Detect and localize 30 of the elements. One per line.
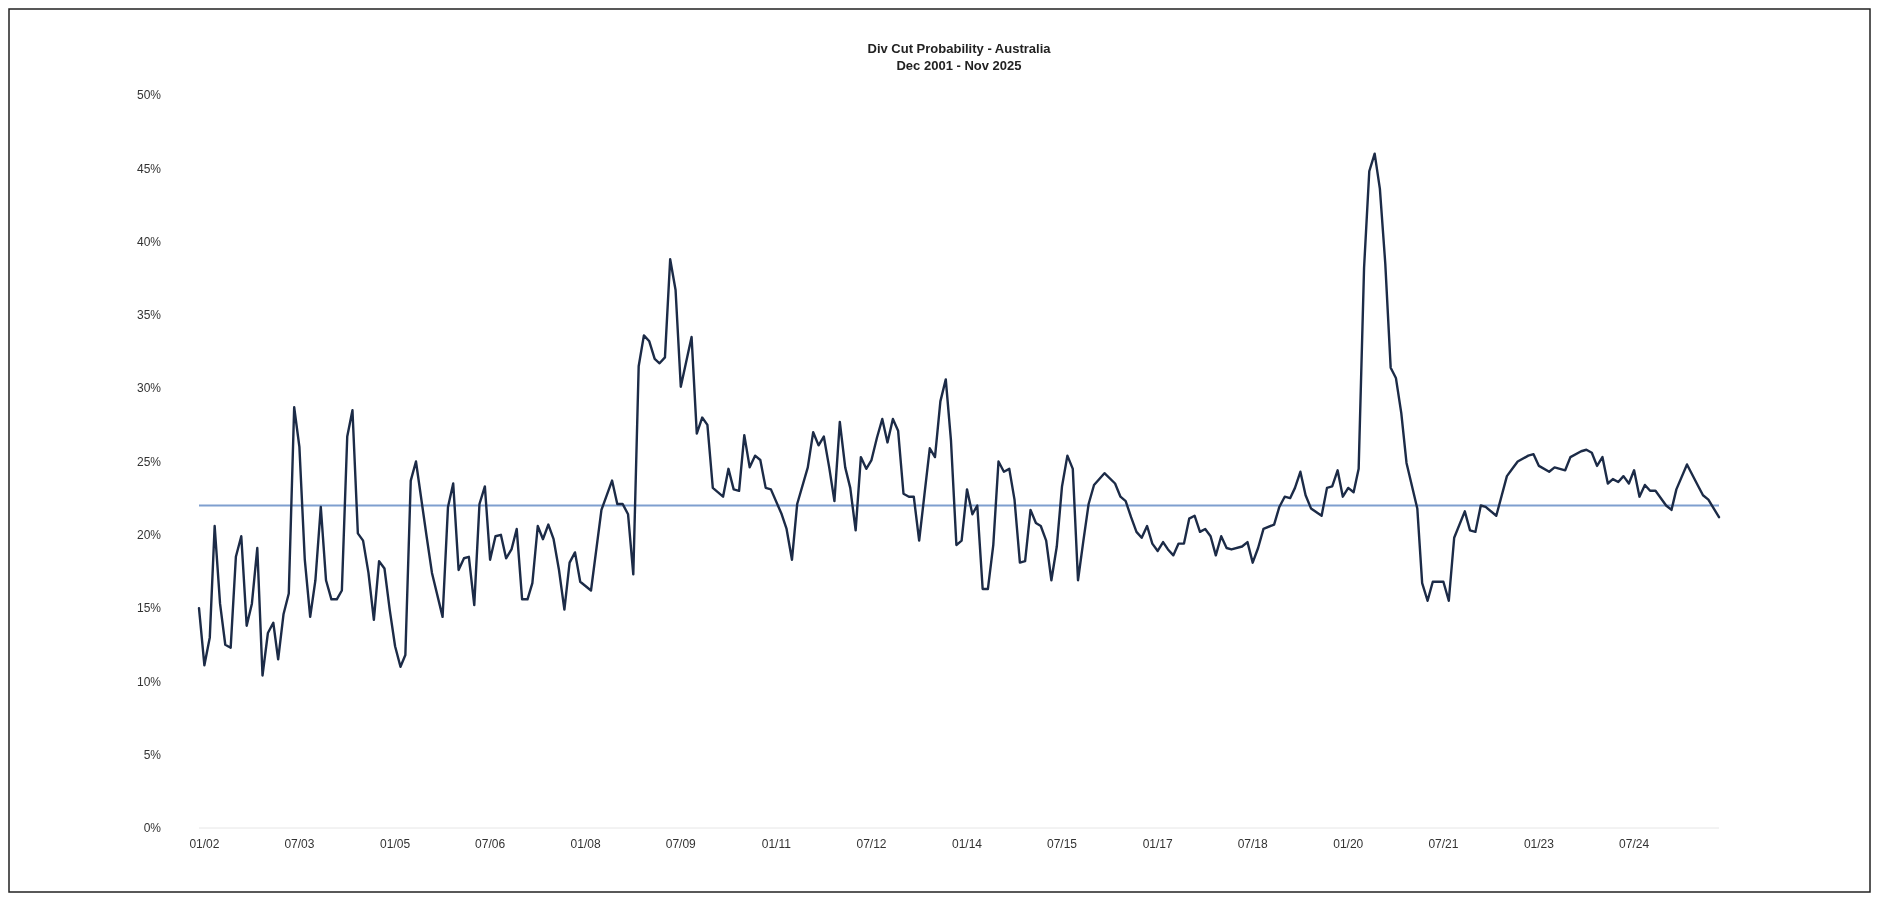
x-tick-label: 01/20 (1333, 837, 1364, 851)
x-tick-label: 01/23 (1523, 837, 1555, 851)
x-tick-label: 07/03 (284, 837, 315, 851)
chart-subtitle: Dec 2001 - Nov 2025 (896, 58, 1022, 73)
x-tick-label: 01/14 (951, 837, 983, 851)
y-tick-label: 20% (136, 528, 162, 542)
y-tick-label: 25% (136, 454, 162, 469)
line-series (197, 152, 1721, 677)
x-tick-label: 01/02 (189, 837, 220, 851)
x-tick-label: 07/15 (1046, 837, 1078, 851)
x-tick-label: 07/12 (856, 837, 887, 851)
y-tick-label: 10% (136, 674, 162, 689)
x-tick-label: 01/11 (761, 837, 792, 851)
chart-title: Div Cut Probability - Australia (867, 41, 1052, 56)
x-tick-label: 07/06 (475, 837, 506, 851)
y-tick-label: 0% (143, 821, 162, 836)
x-tick-label: 01/17 (1142, 837, 1174, 851)
x-tick-label: 01/05 (380, 837, 411, 851)
y-tick-label: 15% (136, 601, 162, 616)
x-tick-label: 07/24 (1619, 837, 1650, 851)
y-tick-label: 35% (136, 308, 162, 323)
y-tick-label: 30% (136, 381, 162, 396)
x-tick-label: 07/09 (665, 837, 697, 851)
y-tick-label: 40% (136, 234, 162, 249)
x-tick-label: 01/08 (570, 837, 601, 851)
x-tick-label: 07/18 (1237, 837, 1269, 851)
y-tick-label: 45% (136, 161, 162, 176)
y-tick-label: 5% (143, 747, 162, 762)
y-tick-label: 50% (136, 88, 162, 103)
x-tick-label: 07/21 (1428, 837, 1459, 851)
